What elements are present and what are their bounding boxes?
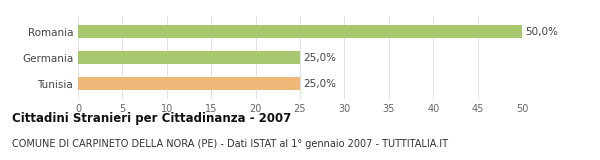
Text: 50,0%: 50,0%: [526, 27, 559, 37]
Text: 25,0%: 25,0%: [304, 53, 337, 63]
Text: COMUNE DI CARPINETO DELLA NORA (PE) - Dati ISTAT al 1° gennaio 2007 - TUTTITALIA: COMUNE DI CARPINETO DELLA NORA (PE) - Da…: [12, 139, 448, 149]
Bar: [78, 77, 300, 90]
Bar: [78, 51, 300, 64]
Text: Cittadini Stranieri per Cittadinanza - 2007: Cittadini Stranieri per Cittadinanza - 2…: [12, 112, 291, 125]
Bar: [78, 25, 522, 38]
Text: 25,0%: 25,0%: [304, 79, 337, 89]
